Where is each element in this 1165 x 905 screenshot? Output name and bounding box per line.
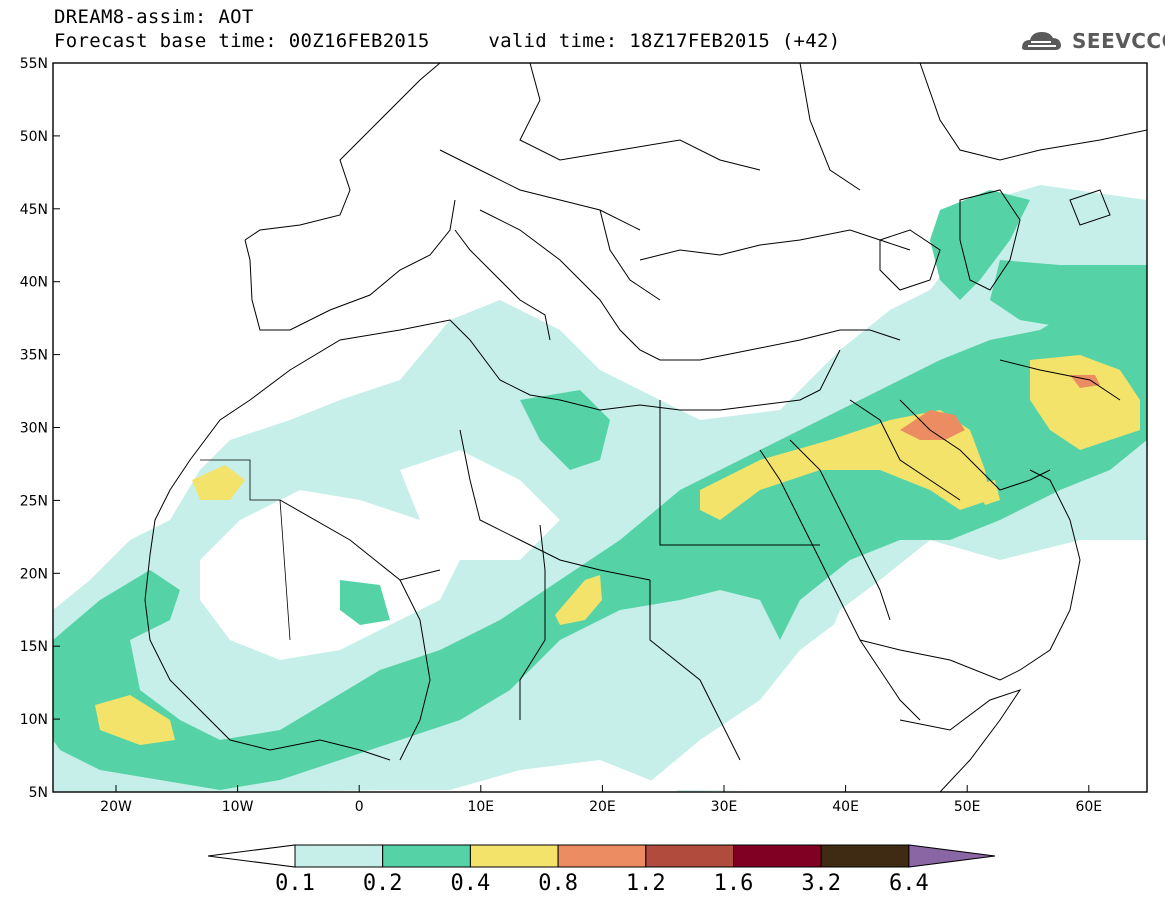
- colorbar-segment: [294, 844, 384, 868]
- seevccc-logo: SEEVCCC: [1072, 29, 1165, 53]
- aot-level-0.4: [192, 465, 245, 500]
- colorbar-label: 0.1: [275, 871, 315, 896]
- aot-level-0.8: [1070, 375, 1100, 388]
- colorbar-label: 6.4: [889, 871, 929, 896]
- colorbar-segment: [733, 844, 822, 868]
- longitude-label: 10E: [467, 799, 494, 815]
- longitude-label: 20E: [589, 799, 616, 815]
- colorbar-label: 1.2: [625, 871, 666, 896]
- map-title: DREAM8-assim: AOT: [54, 6, 254, 28]
- colorbar-segment: [645, 844, 734, 868]
- longitude-label: 60E: [1075, 799, 1102, 815]
- longitude-label: 0: [355, 799, 364, 815]
- aot-level-0.4: [975, 480, 1000, 505]
- colorbar-label: 0.8: [538, 871, 578, 896]
- colorbar-segment: [382, 844, 471, 868]
- aot-level-0.4: [1030, 355, 1140, 450]
- latitude-label: 40N: [20, 275, 48, 291]
- latitude-label: 10N: [20, 712, 48, 728]
- latitude-label: 35N: [20, 348, 48, 364]
- aot-level-0.2: [990, 260, 1147, 330]
- latitude-label: 50N: [20, 129, 48, 145]
- colorbar-segment: [820, 844, 910, 868]
- longitude-label: 10W: [222, 799, 254, 815]
- latitude-label: 30N: [20, 421, 48, 437]
- aot-level-0.4: [555, 575, 602, 625]
- aot-level-0.1: [200, 490, 460, 660]
- colorbar-segment: [469, 844, 559, 868]
- longitude-axis: 20W 10W 0 10E 20E 30E 40E 50E 60E: [100, 785, 1102, 815]
- aot-level-0.1: [400, 450, 560, 560]
- latitude-label: 5N: [29, 785, 48, 801]
- aot-level-0.2: [53, 290, 1147, 790]
- longitude-label: 30E: [711, 799, 738, 815]
- aot-level-0.2: [930, 190, 1030, 300]
- cloud-icon: [1022, 32, 1061, 50]
- latitude-label: 25N: [20, 493, 48, 509]
- colorbar-segment: [557, 844, 647, 868]
- aot-level-0.8: [900, 410, 965, 440]
- colorbar-label: 0.2: [362, 871, 403, 896]
- colorbar-label: 3.2: [801, 871, 842, 896]
- latitude-label: 55N: [20, 56, 48, 72]
- latitude-label: 20N: [20, 566, 48, 582]
- longitude-label: 40E: [832, 799, 859, 815]
- longitude-label: 20W: [100, 799, 132, 815]
- latitude-axis: 55N 50N 45N 40N 35N 30N 25N 20N 15N 10N 5N: [20, 56, 60, 801]
- colorbar-label: 1.6: [713, 871, 754, 896]
- latitude-label: 15N: [20, 639, 48, 655]
- longitude-label: 50E: [954, 799, 981, 815]
- colorbar-under-arrow: [207, 844, 296, 868]
- forecast-time-info: Forecast base time: 00Z16FEB2015 valid t…: [54, 30, 841, 52]
- colorbar-label: 0.4: [450, 871, 491, 896]
- aot-shading: [53, 185, 1147, 792]
- colorbar-over-arrow: [908, 844, 996, 868]
- aot-level-0.4: [95, 695, 175, 745]
- aot-level-0.2: [520, 390, 610, 470]
- aot-level-0.1: [640, 550, 1147, 792]
- colorbar: [207, 844, 996, 868]
- coastlines: [144, 63, 1147, 792]
- latitude-label: 45N: [20, 202, 48, 218]
- aot-level-0.2: [340, 580, 390, 625]
